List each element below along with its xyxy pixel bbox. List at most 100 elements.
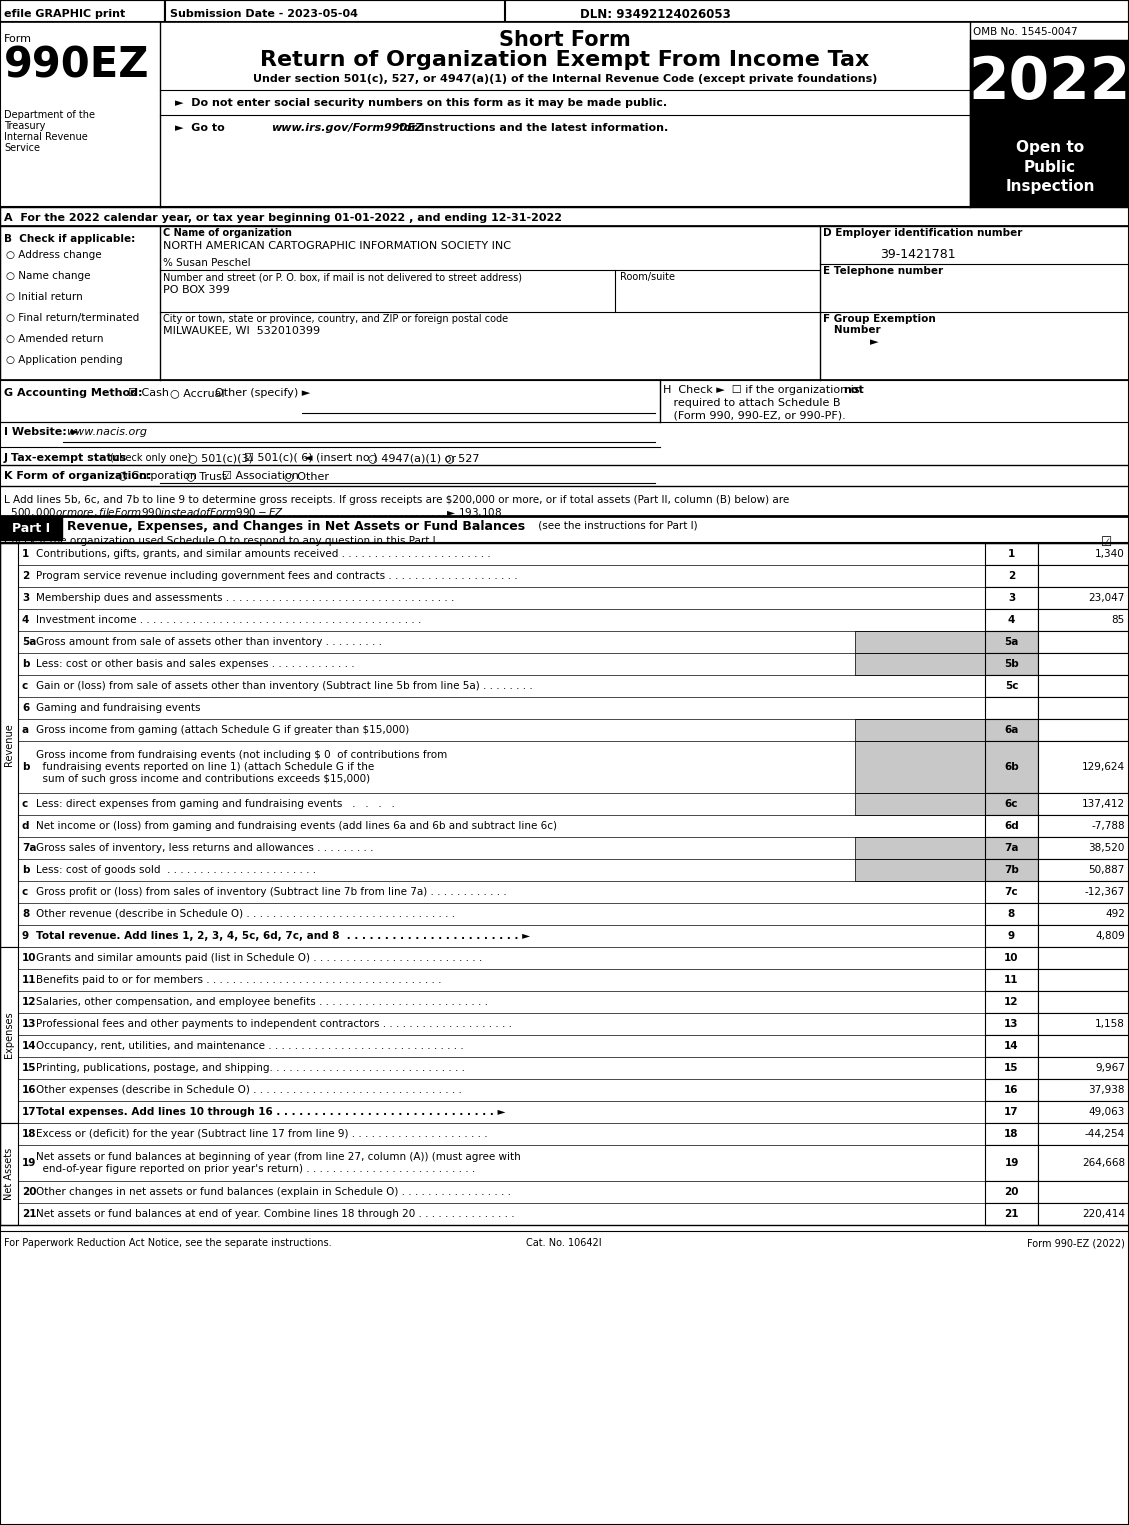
- Bar: [1038, 587, 1129, 608]
- Text: ○ Address change: ○ Address change: [6, 250, 102, 259]
- Bar: [1038, 968, 1129, 991]
- Bar: [855, 741, 984, 793]
- Text: ○ Trust: ○ Trust: [186, 471, 226, 480]
- Bar: [165, 0, 505, 21]
- Bar: [984, 1180, 1038, 1203]
- Text: 5a: 5a: [1005, 637, 1018, 647]
- Text: Less: cost of goods sold  . . . . . . . . . . . . . . . . . . . . . . .: Less: cost of goods sold . . . . . . . .…: [36, 865, 316, 875]
- Text: Service: Service: [5, 143, 40, 152]
- Text: 5b: 5b: [1004, 659, 1018, 669]
- Bar: [984, 676, 1038, 697]
- Text: Expenses: Expenses: [5, 1011, 14, 1058]
- Text: 7c: 7c: [1005, 888, 1018, 897]
- Text: Net Assets: Net Assets: [5, 1148, 14, 1200]
- Text: 19: 19: [1005, 1157, 1018, 1168]
- Bar: [0, 0, 1129, 21]
- Text: Short Form: Short Form: [499, 30, 631, 50]
- Text: 6b: 6b: [1004, 762, 1018, 772]
- Text: 6a: 6a: [1005, 724, 1018, 735]
- Text: 39-1421781: 39-1421781: [879, 249, 955, 261]
- Text: Professional fees and other payments to independent contractors . . . . . . . . : Professional fees and other payments to …: [36, 1019, 511, 1029]
- Text: Excess or (deficit) for the year (Subtract line 17 from line 9) . . . . . . . . : Excess or (deficit) for the year (Subtra…: [36, 1128, 488, 1139]
- Bar: [0, 543, 1129, 1225]
- Text: 8: 8: [1008, 909, 1015, 920]
- Text: Salaries, other compensation, and employee benefits . . . . . . . . . . . . . . : Salaries, other compensation, and employ…: [36, 997, 488, 1006]
- Text: 37,938: 37,938: [1088, 1084, 1124, 1095]
- Bar: [0, 207, 1129, 226]
- Text: Gain or (loss) from sale of assets other than inventory (Subtract line 5b from l: Gain or (loss) from sale of assets other…: [36, 682, 533, 691]
- Text: 12: 12: [1005, 997, 1018, 1006]
- Text: Form: Form: [5, 34, 32, 44]
- Bar: [855, 793, 984, 814]
- Bar: [0, 515, 62, 540]
- Text: Internal Revenue: Internal Revenue: [5, 133, 88, 142]
- Text: 18: 18: [21, 1128, 36, 1139]
- Bar: [1038, 1122, 1129, 1145]
- Text: Form 990-EZ (2022): Form 990-EZ (2022): [1027, 1238, 1124, 1247]
- Bar: [984, 1203, 1038, 1225]
- Bar: [1038, 1057, 1129, 1080]
- Text: Cat. No. 10642I: Cat. No. 10642I: [526, 1238, 602, 1247]
- Bar: [855, 859, 984, 881]
- Text: 13: 13: [21, 1019, 36, 1029]
- Text: Other revenue (describe in Schedule O) . . . . . . . . . . . . . . . . . . . . .: Other revenue (describe in Schedule O) .…: [36, 909, 455, 920]
- Bar: [0, 380, 1129, 422]
- Text: 137,412: 137,412: [1082, 799, 1124, 808]
- Text: ○ Amended return: ○ Amended return: [6, 334, 104, 345]
- Text: Other expenses (describe in Schedule O) . . . . . . . . . . . . . . . . . . . . : Other expenses (describe in Schedule O) …: [36, 1084, 462, 1095]
- Text: Total expenses. Add lines 10 through 16 . . . . . . . . . . . . . . . . . . . . : Total expenses. Add lines 10 through 16 …: [36, 1107, 506, 1116]
- Text: 9: 9: [21, 930, 29, 941]
- Bar: [0, 1122, 18, 1225]
- Text: 6c: 6c: [1005, 799, 1018, 808]
- Text: 17: 17: [1004, 1107, 1018, 1116]
- Text: www.irs.gov/Form990EZ: www.irs.gov/Form990EZ: [271, 124, 423, 133]
- Text: 15: 15: [1005, 1063, 1018, 1074]
- Text: Grants and similar amounts paid (list in Schedule O) . . . . . . . . . . . . . .: Grants and similar amounts paid (list in…: [36, 953, 482, 962]
- Text: ►  Do not enter social security numbers on this form as it may be made public.: ► Do not enter social security numbers o…: [175, 98, 667, 108]
- Bar: [855, 718, 984, 741]
- Text: -44,254: -44,254: [1085, 1128, 1124, 1139]
- Text: b: b: [21, 659, 29, 669]
- Text: (check only one): (check only one): [110, 453, 191, 464]
- Text: c: c: [21, 799, 28, 808]
- Bar: [1038, 859, 1129, 881]
- Text: 11: 11: [1005, 974, 1018, 985]
- Bar: [1038, 1013, 1129, 1035]
- Text: ☑ Association: ☑ Association: [222, 471, 299, 480]
- Text: b: b: [21, 865, 29, 875]
- Bar: [855, 793, 984, 814]
- Text: Investment income . . . . . . . . . . . . . . . . . . . . . . . . . . . . . . . : Investment income . . . . . . . . . . . …: [36, 615, 421, 625]
- Text: 10: 10: [21, 953, 36, 962]
- Text: ○ 501(c)(3): ○ 501(c)(3): [189, 453, 253, 464]
- Bar: [855, 653, 984, 676]
- Bar: [0, 543, 18, 947]
- Text: 1: 1: [21, 549, 29, 560]
- Bar: [1038, 718, 1129, 741]
- Text: ○ Other: ○ Other: [285, 471, 329, 480]
- Bar: [1038, 814, 1129, 837]
- Bar: [984, 587, 1038, 608]
- Text: 1: 1: [1008, 549, 1015, 560]
- Text: NORTH AMERICAN CARTOGRAPHIC INFORMATION SOCIETY INC: NORTH AMERICAN CARTOGRAPHIC INFORMATION …: [163, 241, 511, 252]
- Text: 7a: 7a: [1005, 843, 1018, 852]
- Text: Number: Number: [823, 325, 881, 336]
- Text: 16: 16: [1005, 1084, 1018, 1095]
- Text: B  Check if applicable:: B Check if applicable:: [5, 233, 135, 244]
- Bar: [984, 968, 1038, 991]
- Text: a: a: [21, 724, 29, 735]
- Bar: [1038, 1101, 1129, 1122]
- Text: Net assets or fund balances at beginning of year (from line 27, column (A)) (mus: Net assets or fund balances at beginning…: [36, 1153, 520, 1174]
- Text: 14: 14: [1004, 1042, 1018, 1051]
- Text: Check if the organization used Schedule O to respond to any question in this Par: Check if the organization used Schedule …: [5, 535, 607, 546]
- Text: 264,668: 264,668: [1082, 1157, 1124, 1168]
- Text: 5c: 5c: [1005, 682, 1018, 691]
- Bar: [1038, 837, 1129, 859]
- Bar: [1038, 1180, 1129, 1203]
- Text: 12: 12: [21, 997, 36, 1006]
- Text: A  For the 2022 calendar year, or tax year beginning 01-01-2022 , and ending 12-: A For the 2022 calendar year, or tax yea…: [5, 214, 562, 223]
- Text: 9: 9: [1008, 930, 1015, 941]
- Text: 38,520: 38,520: [1088, 843, 1124, 852]
- Text: Gaming and fundraising events: Gaming and fundraising events: [36, 703, 201, 714]
- Text: J Tax-exempt status: J Tax-exempt status: [5, 453, 128, 464]
- Text: I Website: ►: I Website: ►: [5, 427, 79, 438]
